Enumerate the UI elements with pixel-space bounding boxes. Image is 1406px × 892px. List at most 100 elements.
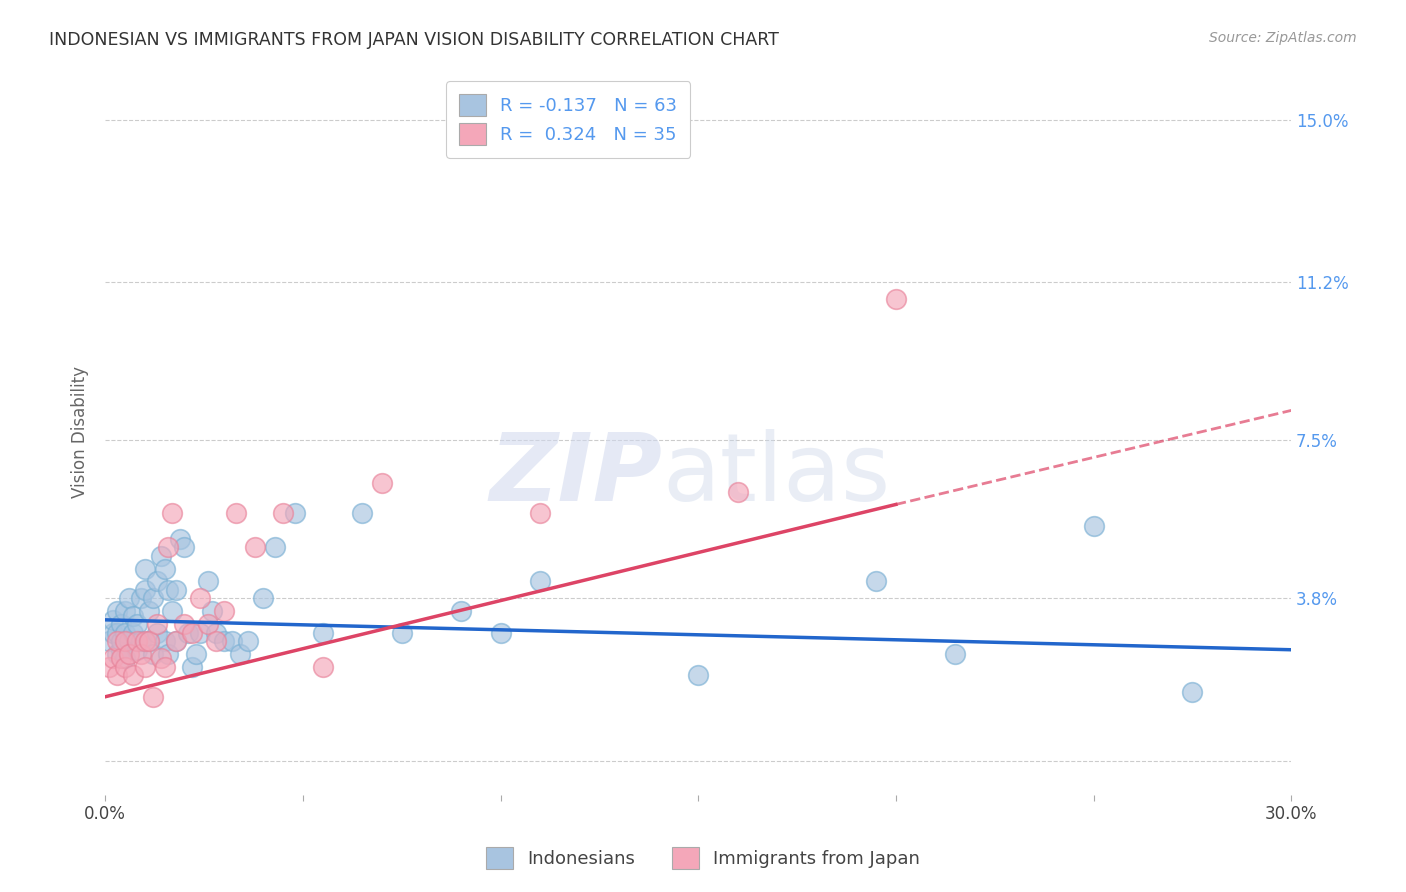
Point [201,604,224,618]
Point [162,604,184,618]
Point [865,574,887,589]
Point [943,647,966,661]
Point [205,625,228,640]
Legend: R = -0.137   N = 63, R =  0.324   N = 35: R = -0.137 N = 63, R = 0.324 N = 35 [446,81,690,158]
Point [142,647,165,661]
Point [228,647,250,661]
Point [114,625,136,640]
Point [181,625,204,640]
Point [129,591,152,606]
Point [105,634,128,648]
Point [181,660,204,674]
Point [114,660,136,674]
Point [188,591,211,606]
Point [101,613,124,627]
Point [138,634,160,648]
Point [125,634,148,648]
Point [105,604,128,618]
Point [138,634,160,648]
Point [245,540,267,554]
Point [177,625,200,640]
Point [105,625,128,640]
Point [391,625,413,640]
Point [489,625,512,640]
Point [129,647,152,661]
Point [1083,518,1105,533]
Point [271,506,294,520]
Point [173,540,195,554]
Point [529,574,551,589]
Point [118,647,141,661]
Point [284,506,307,520]
Point [134,660,156,674]
Point [134,634,156,648]
Point [105,647,128,661]
Point [727,484,749,499]
Point [114,634,136,648]
Point [157,647,180,661]
Point [122,608,145,623]
Point [529,506,551,520]
Point [142,690,165,704]
Text: Source: ZipAtlas.com: Source: ZipAtlas.com [1209,31,1357,45]
Point [110,642,132,657]
Point [122,668,145,682]
Point [173,617,195,632]
Point [884,293,907,307]
Point [1181,685,1204,699]
Point [105,668,128,682]
Point [145,625,167,640]
Point [236,634,259,648]
Point [98,634,121,648]
Point [125,617,148,632]
Point [125,642,148,657]
Point [450,604,472,618]
Point [122,625,145,640]
Point [145,574,167,589]
Point [98,660,121,674]
Point [197,574,219,589]
Point [688,668,710,682]
Point [114,604,136,618]
Point [165,634,187,648]
Point [157,582,180,597]
Point [118,634,141,648]
Point [212,634,235,648]
Point [157,540,180,554]
Point [110,651,132,665]
Point [134,582,156,597]
Text: INDONESIAN VS IMMIGRANTS FROM JAPAN VISION DISABILITY CORRELATION CHART: INDONESIAN VS IMMIGRANTS FROM JAPAN VISI… [49,31,779,49]
Point [225,506,247,520]
Point [145,617,167,632]
Point [138,604,160,618]
Point [169,532,191,546]
Point [311,660,333,674]
Point [162,506,184,520]
Point [149,549,172,563]
Point [101,625,124,640]
Point [205,634,228,648]
Point [149,651,172,665]
Point [142,591,165,606]
Point [186,647,208,661]
Point [311,625,333,640]
Point [101,651,124,665]
Point [212,604,235,618]
Point [114,651,136,665]
Point [221,634,243,648]
Point [352,506,374,520]
Legend: Indonesians, Immigrants from Japan: Indonesians, Immigrants from Japan [477,838,929,879]
Point [264,540,287,554]
Point [110,634,132,648]
Point [371,476,394,491]
Point [153,660,176,674]
Point [118,591,141,606]
Point [129,634,152,648]
Text: atlas: atlas [662,429,891,522]
Point [188,625,211,640]
Point [153,634,176,648]
Point [134,561,156,575]
Point [197,617,219,632]
Text: ZIP: ZIP [489,429,662,522]
Point [165,634,187,648]
